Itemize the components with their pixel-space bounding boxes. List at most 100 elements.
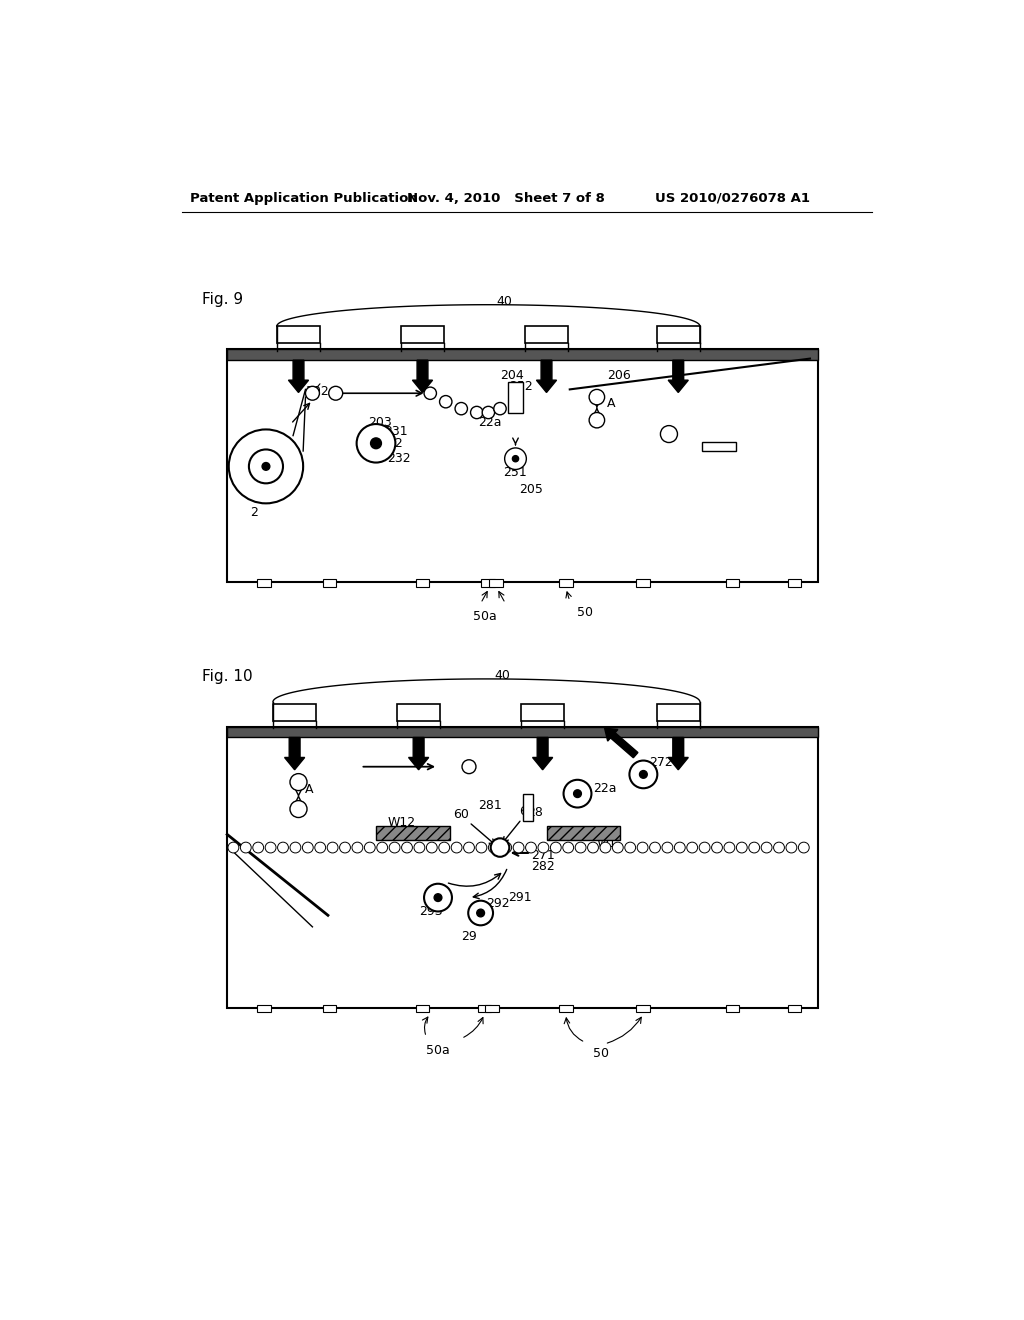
Text: A: A: [305, 783, 313, 796]
Text: W12: W12: [388, 816, 416, 829]
Text: 292: 292: [486, 898, 510, 911]
Bar: [400, 326, 444, 343]
Text: 252: 252: [509, 380, 534, 393]
Text: US 2010/0276078 A1: US 2010/0276078 A1: [655, 191, 810, 205]
Text: 40: 40: [496, 296, 512, 308]
Circle shape: [630, 760, 657, 788]
FancyArrow shape: [537, 360, 557, 392]
Circle shape: [505, 447, 526, 470]
Circle shape: [352, 842, 362, 853]
Bar: [521, 704, 564, 721]
Circle shape: [262, 462, 270, 470]
Circle shape: [588, 842, 598, 853]
Circle shape: [424, 884, 452, 911]
Bar: [524, 326, 568, 343]
Bar: [547, 826, 621, 840]
Circle shape: [389, 842, 400, 853]
Text: Nov. 4, 2010   Sheet 7 of 8: Nov. 4, 2010 Sheet 7 of 8: [407, 191, 605, 205]
Circle shape: [675, 842, 685, 853]
Text: 251: 251: [503, 466, 527, 479]
Bar: [636, 578, 650, 586]
Circle shape: [477, 909, 484, 917]
Text: 29: 29: [461, 929, 477, 942]
Bar: [416, 578, 429, 586]
Text: Fig. 9: Fig. 9: [202, 292, 243, 306]
Bar: [227, 350, 818, 360]
Circle shape: [563, 842, 573, 853]
Bar: [636, 1005, 650, 1012]
Text: 291: 291: [508, 891, 531, 904]
Bar: [485, 1005, 500, 1012]
Circle shape: [414, 842, 425, 853]
Circle shape: [512, 455, 518, 462]
Text: 22: 22: [388, 437, 403, 450]
Bar: [523, 793, 532, 821]
Text: 231: 231: [384, 425, 408, 438]
Bar: [559, 578, 572, 586]
Text: 50: 50: [593, 1047, 608, 1060]
FancyArrow shape: [289, 360, 308, 392]
Circle shape: [314, 842, 326, 853]
Bar: [477, 1005, 492, 1012]
Bar: [273, 704, 316, 721]
Text: 60: 60: [454, 808, 469, 821]
Circle shape: [434, 894, 442, 902]
Circle shape: [265, 842, 276, 853]
Text: 22a: 22a: [593, 781, 616, 795]
Circle shape: [773, 842, 784, 853]
Circle shape: [513, 842, 524, 853]
Circle shape: [426, 842, 437, 853]
Circle shape: [575, 842, 586, 853]
Circle shape: [356, 424, 395, 462]
Text: 272: 272: [649, 756, 673, 770]
Bar: [416, 1005, 429, 1012]
FancyArrow shape: [413, 360, 432, 392]
Text: 2: 2: [251, 506, 258, 519]
Circle shape: [736, 842, 748, 853]
Circle shape: [439, 396, 452, 408]
Bar: [257, 578, 270, 586]
Circle shape: [712, 842, 722, 853]
Text: 22a: 22a: [478, 416, 502, 429]
Circle shape: [761, 842, 772, 853]
Text: 204: 204: [500, 370, 523, 381]
Circle shape: [573, 789, 582, 797]
Bar: [508, 381, 523, 412]
Circle shape: [302, 842, 313, 853]
Text: 281: 281: [478, 799, 502, 812]
Circle shape: [290, 800, 307, 817]
Circle shape: [625, 842, 636, 853]
Circle shape: [538, 842, 549, 853]
Circle shape: [455, 403, 467, 414]
Circle shape: [589, 412, 604, 428]
Circle shape: [462, 760, 476, 774]
Bar: [701, 442, 736, 451]
Circle shape: [637, 842, 648, 853]
Bar: [559, 1005, 572, 1012]
Circle shape: [228, 429, 303, 503]
Circle shape: [228, 842, 239, 853]
Circle shape: [612, 842, 624, 853]
Circle shape: [401, 842, 413, 853]
Circle shape: [241, 842, 251, 853]
Circle shape: [278, 842, 289, 853]
Text: 50: 50: [578, 606, 594, 619]
Text: 202: 202: [305, 385, 329, 399]
Circle shape: [494, 403, 506, 414]
Circle shape: [550, 842, 561, 853]
Text: 205: 205: [519, 483, 544, 496]
Circle shape: [724, 842, 735, 853]
Circle shape: [340, 842, 350, 853]
Text: 50a: 50a: [426, 1044, 450, 1056]
Circle shape: [525, 842, 537, 853]
Bar: [787, 1005, 802, 1012]
Circle shape: [660, 425, 678, 442]
Bar: [481, 578, 496, 586]
Circle shape: [471, 407, 483, 418]
Circle shape: [452, 842, 462, 853]
Text: W1: W1: [597, 837, 617, 850]
Bar: [323, 1005, 337, 1012]
Circle shape: [305, 387, 319, 400]
FancyArrow shape: [669, 738, 688, 770]
Text: 28: 28: [527, 807, 543, 820]
